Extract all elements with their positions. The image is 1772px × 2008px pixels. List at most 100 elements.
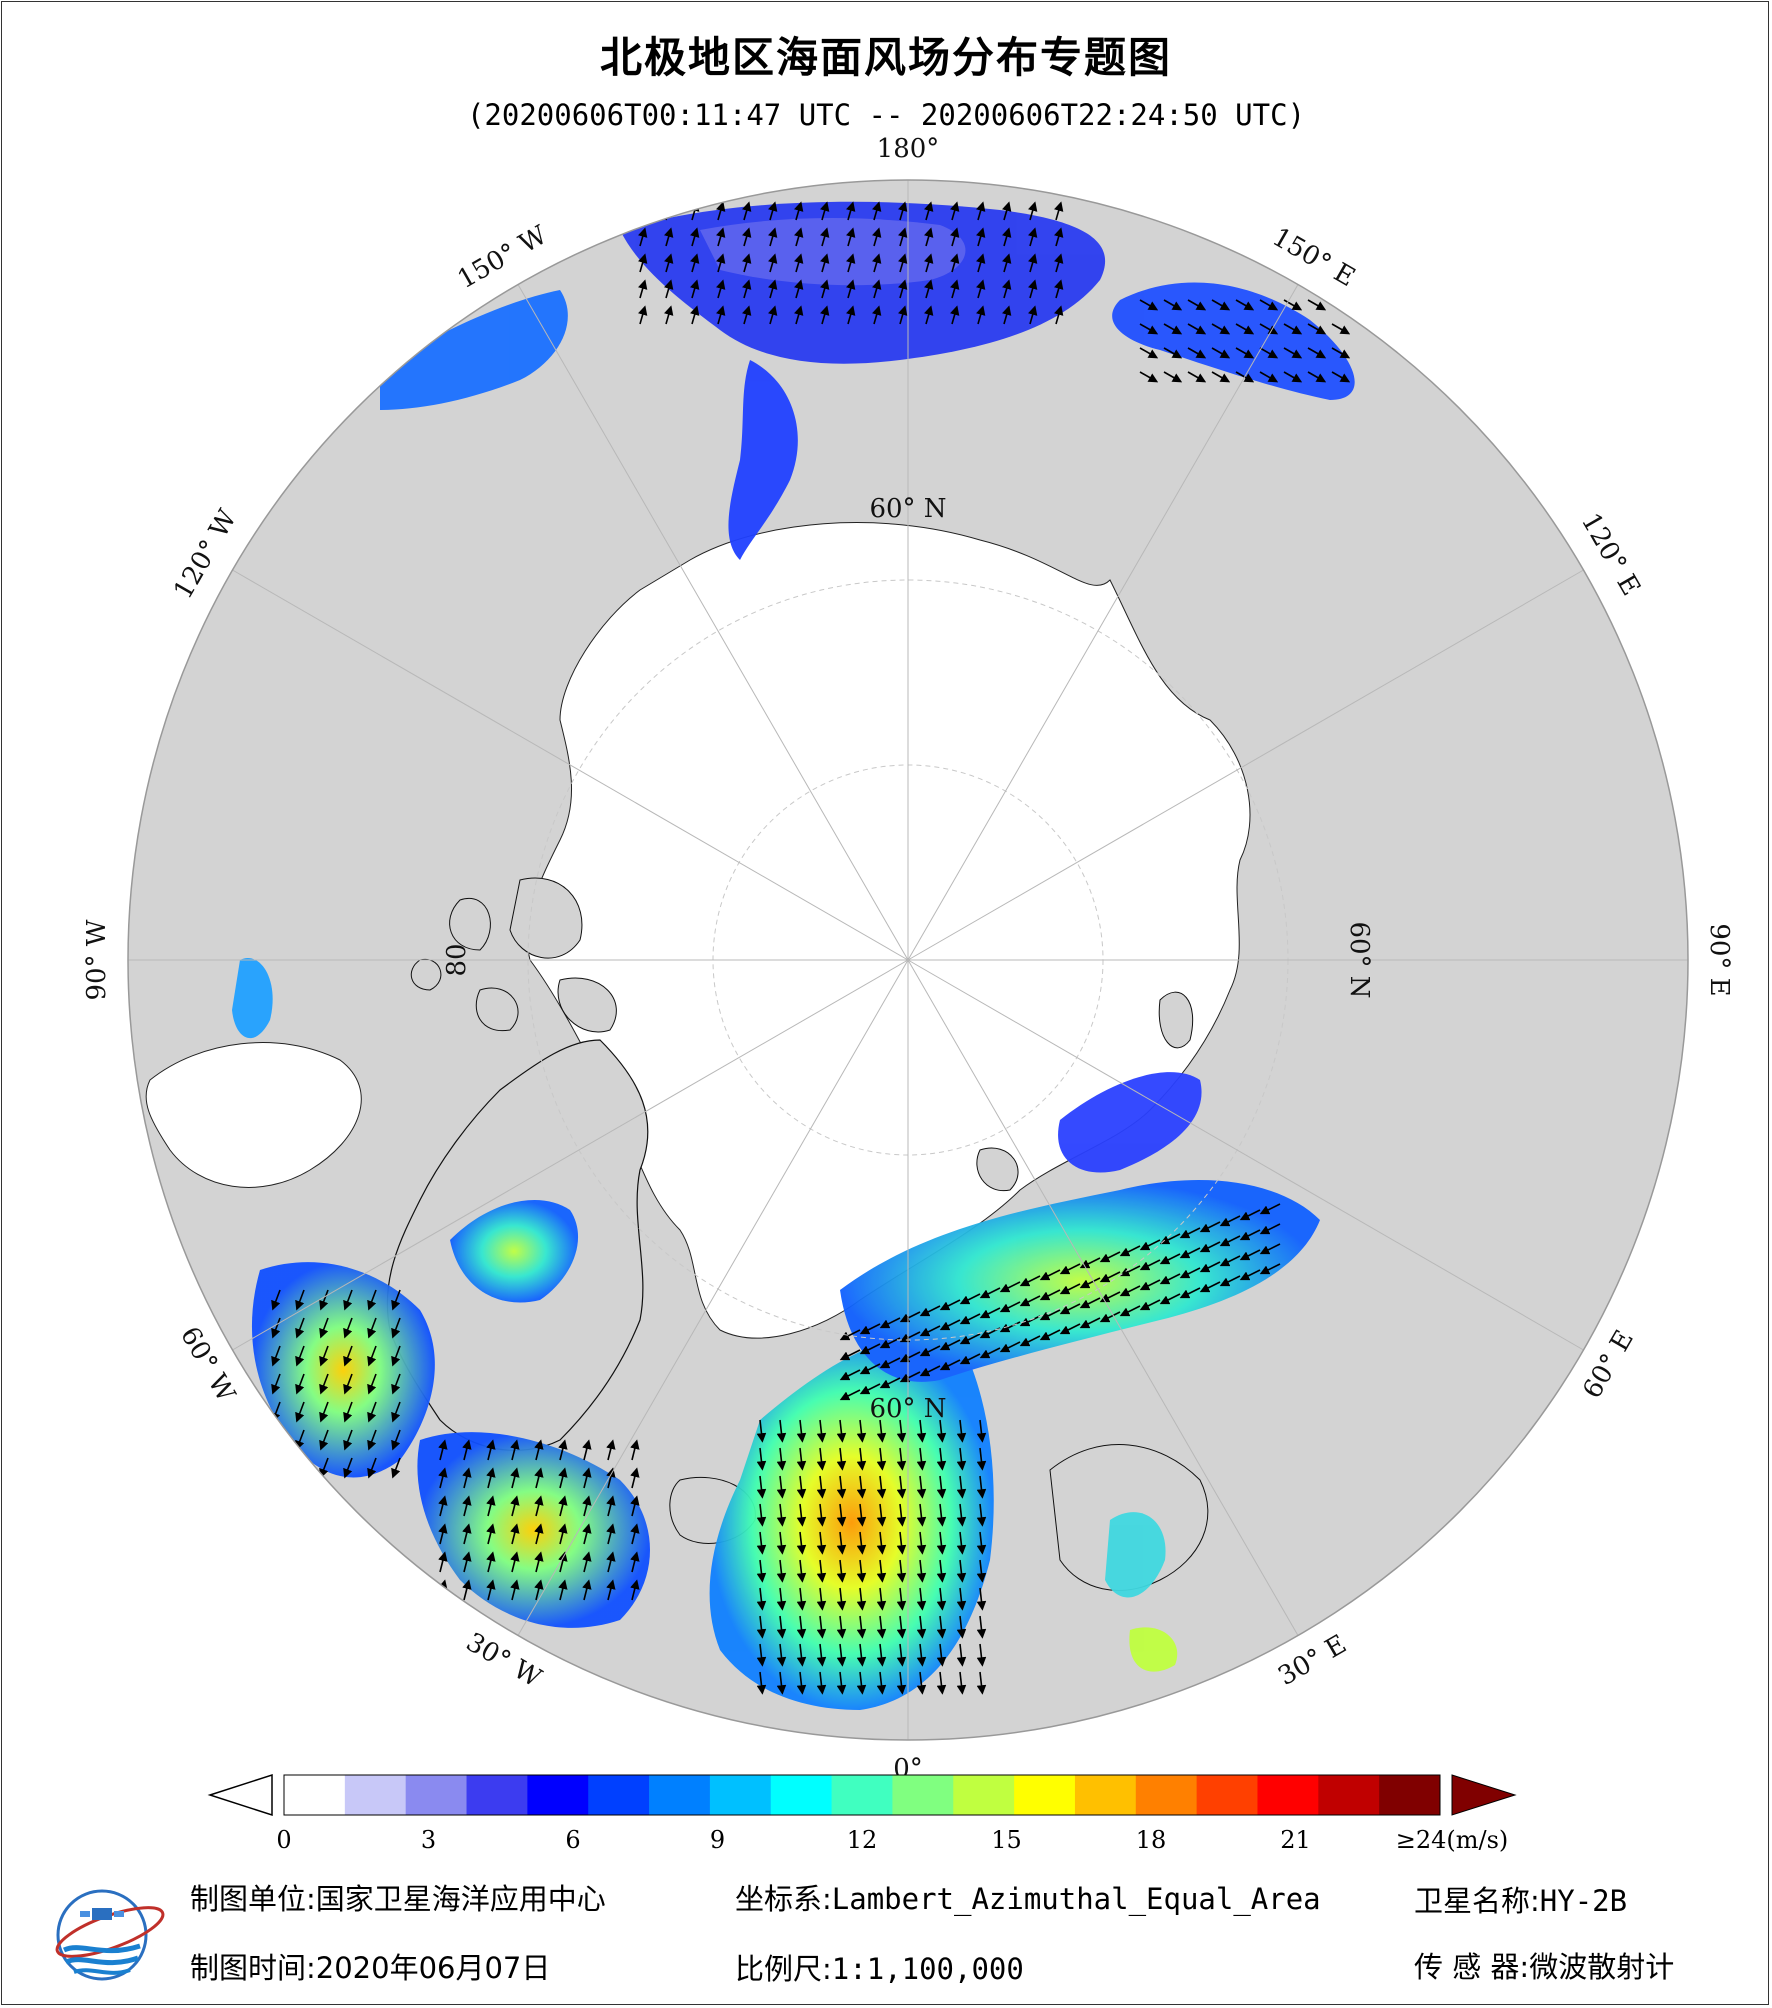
wind-arrow <box>1039 1289 1061 1301</box>
wind-arrow <box>956 1419 967 1443</box>
wind-arrow <box>956 1531 967 1555</box>
wind-arrow <box>1139 1279 1161 1291</box>
wind-arrow <box>295 1401 305 1423</box>
crs-label: 坐标系: <box>735 1882 832 1916</box>
wind-arrow <box>1163 323 1183 335</box>
wind-arrow <box>438 1523 448 1545</box>
wind-arrow <box>1187 347 1207 359</box>
wind-arrow <box>343 1457 353 1479</box>
wind-arrow <box>1079 1317 1101 1329</box>
latitude-label: 60° N <box>869 1394 946 1424</box>
wind-arrow <box>638 253 648 273</box>
wind-arrow <box>794 305 804 325</box>
wind-arrow <box>796 1475 807 1499</box>
hudson-bay <box>145 1042 362 1188</box>
wind-arrow <box>367 1429 377 1451</box>
wind-arrow <box>1099 1251 1121 1263</box>
latitude-label: 60° N <box>869 494 946 524</box>
wind-arrow <box>1235 371 1255 383</box>
wind-arrow <box>950 227 960 247</box>
wind-arrow <box>816 1559 827 1583</box>
wind-arrow <box>936 1615 947 1639</box>
wind-arrow <box>319 1429 329 1451</box>
wind-arrow <box>916 1419 927 1443</box>
wind-arrow <box>1259 1263 1281 1275</box>
wind-arrow <box>742 305 752 325</box>
wind-arrow <box>1239 1249 1261 1261</box>
wind-arrow <box>606 1523 616 1545</box>
wind-arrow <box>939 1339 961 1351</box>
wind-arrow <box>438 1439 448 1461</box>
wind-arrow <box>1219 1275 1241 1287</box>
wind-arrow <box>756 1531 767 1555</box>
wind-arrow <box>1259 371 1279 383</box>
wind-arrow <box>836 1587 847 1611</box>
wind-arrow <box>716 201 726 221</box>
wind-arrow <box>1039 1269 1061 1281</box>
wind-arrow <box>271 1457 281 1479</box>
wind-arrow <box>295 1457 305 1479</box>
colorbar-cell <box>1014 1775 1076 1815</box>
wind-arrow <box>558 1467 568 1489</box>
wind-arrow <box>976 1419 987 1443</box>
scale-label: 比例尺: <box>735 1952 832 1986</box>
wind-arrow <box>510 1467 520 1489</box>
wind-arrow <box>638 279 648 299</box>
wind-arrow <box>999 1321 1021 1333</box>
wind-arrow <box>391 1429 401 1451</box>
wind-arrow <box>1119 1285 1141 1297</box>
wind-arrow <box>391 1289 401 1311</box>
wind-arrow <box>936 1447 947 1471</box>
wind-arrow <box>319 1401 329 1423</box>
nsoas-logo <box>55 1889 165 1981</box>
wind-arrow <box>630 1551 640 1573</box>
wind-arrow <box>1039 1309 1061 1321</box>
wind-arrow <box>343 1401 353 1423</box>
wind-arrow <box>796 1531 807 1555</box>
wind-arrow <box>836 1671 847 1695</box>
wind-arrow <box>1199 1281 1221 1293</box>
wind-arrow <box>1002 253 1012 273</box>
wind-arrow <box>1199 1241 1221 1253</box>
wind-arrow <box>924 305 934 325</box>
wind-arrow <box>896 1419 907 1443</box>
wind-arrow <box>856 1671 867 1695</box>
wind-arrow <box>856 1531 867 1555</box>
wind-arrow <box>462 1495 472 1517</box>
wind-arrow <box>486 1467 496 1489</box>
wind-arrow <box>1239 1269 1261 1281</box>
wind-arrow <box>391 1345 401 1367</box>
wind-arrow <box>1307 299 1327 311</box>
date-info: 制图时间:2020年06月07日 <box>190 1945 550 1987</box>
wind-arrow <box>462 1467 472 1489</box>
crs-info: 坐标系:Lambert_Azimuthal_Equal_Area <box>735 1876 1321 1918</box>
wind-arrow <box>391 1373 401 1395</box>
wind-arrow <box>876 1615 887 1639</box>
wind-arrow <box>776 1503 787 1527</box>
wind-arrow <box>896 1447 907 1471</box>
wind-arrow <box>816 1671 827 1695</box>
wind-arrow <box>1159 1233 1181 1245</box>
wind-arrow <box>271 1289 281 1311</box>
wind-arrow <box>534 1523 544 1545</box>
wind-arrow <box>876 1475 887 1499</box>
wind-arrow <box>716 227 726 247</box>
wind-arrow <box>1159 1293 1181 1305</box>
wind-arrow <box>534 1551 544 1573</box>
wind-arrow <box>936 1643 947 1667</box>
wind-arrow <box>768 253 778 273</box>
wind-arrow <box>936 1475 947 1499</box>
wind-arrow <box>510 1551 520 1573</box>
colorbar-tick-label: 0 <box>276 1826 292 1854</box>
wind-arrow <box>794 227 804 247</box>
wind-arrow <box>664 305 674 325</box>
colorbar <box>207 1773 1517 1817</box>
wind-arrow <box>976 279 986 299</box>
wind-arrow <box>776 1419 787 1443</box>
wind-arrow <box>916 1531 927 1555</box>
wind-arrow <box>899 1371 921 1383</box>
wind-arrow <box>1219 1215 1241 1227</box>
colorbar-cell <box>405 1775 468 1815</box>
wind-arrow <box>756 1447 767 1471</box>
